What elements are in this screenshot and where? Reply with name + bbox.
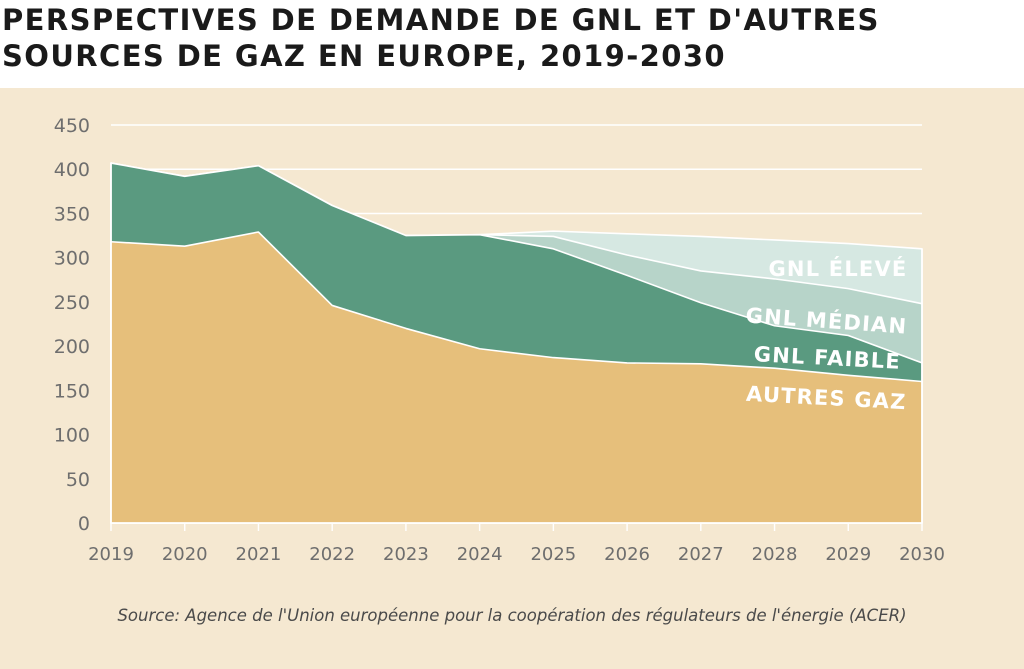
- area-autres-gaz: [110, 231, 923, 524]
- y-tick-label: 450: [54, 115, 90, 137]
- x-tick-label: 2030: [899, 544, 945, 565]
- x-tick-label: 2020: [162, 544, 208, 565]
- page-title: PERSPECTIVES DE DEMANDE DE GNL ET D'AUTR…: [0, 0, 1024, 74]
- x-tick-label: 2024: [457, 544, 503, 565]
- x-tick-label: 2026: [604, 544, 650, 565]
- y-tick-label: 50: [66, 469, 90, 491]
- x-tick-label: 2025: [530, 544, 576, 565]
- x-tick-label: 2027: [678, 544, 724, 565]
- x-tick-label: 2021: [236, 544, 282, 565]
- title-line: PERSPECTIVES DE DEMANDE DE GNL ET D'AUTR…: [2, 3, 880, 73]
- x-tick-label: 2028: [752, 544, 798, 565]
- y-tick-label: 150: [54, 380, 90, 402]
- x-tick-label: 2022: [309, 544, 355, 565]
- x-tick-label: 2019: [88, 544, 134, 565]
- y-tick-label: 200: [54, 336, 90, 358]
- title-area: PERSPECTIVES DE DEMANDE DE GNL ET D'AUTR…: [0, 0, 1024, 88]
- y-axis-ticks: 0 50 100 150 200 250 300 350 400 450: [54, 115, 90, 535]
- x-axis-ticks: 2019 2020 2021 2022 2023 2024 2025 2026 2027 2028…: [88, 523, 945, 565]
- x-tick-label: 2023: [383, 544, 429, 565]
- y-tick-label: 250: [54, 292, 90, 314]
- y-tick-label: 350: [54, 203, 90, 225]
- y-tick-label: 400: [54, 159, 90, 181]
- label-gnl-eleve: GNL ÉLEVÉ: [769, 256, 908, 281]
- chart-areas: [110, 162, 923, 524]
- y-tick-label: 300: [54, 248, 90, 270]
- y-tick-label: 0: [78, 513, 90, 535]
- source-note: Source: Agence de l'Union européenne pou…: [117, 606, 907, 625]
- y-tick-label: 100: [54, 425, 90, 447]
- x-tick-label: 2029: [825, 544, 871, 565]
